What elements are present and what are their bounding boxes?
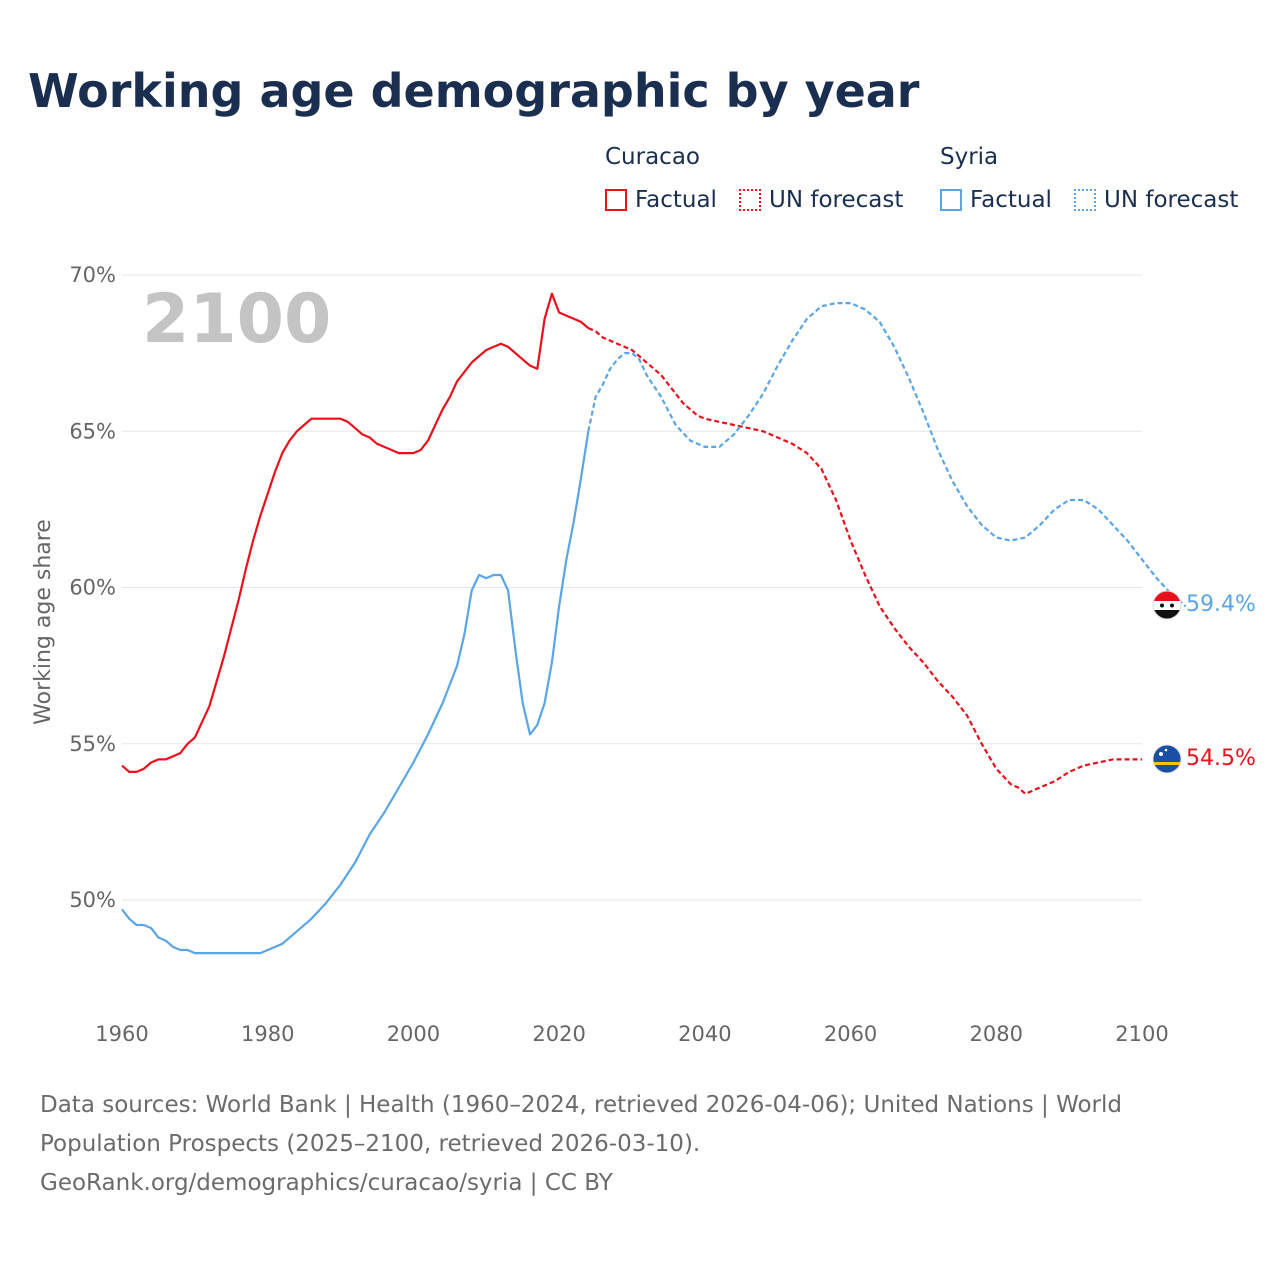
x-tick-label: 2000: [387, 1022, 440, 1046]
x-tick-label: 2040: [678, 1022, 731, 1046]
legend-group-curacao: Curacao: [605, 144, 700, 170]
legend-item-syria-forecast[interactable]: UN forecast: [1074, 186, 1238, 214]
legend-label: Factual: [970, 187, 1052, 213]
curacao-end-value: 54.5%: [1186, 746, 1256, 771]
chart-title: Working age demographic by year: [28, 64, 920, 118]
axes: 50% 55% 60% 65% 70% 1960 1980 2000 2020 2040 2060 2…: [69, 263, 1168, 1046]
legend-group-syria: Syria: [940, 144, 999, 170]
legend-swatch-dotted-icon: [1074, 189, 1096, 211]
series-line-syria-factual[interactable]: [121, 431, 590, 955]
x-tick-label: 2100: [1115, 1022, 1168, 1046]
legend-item-curacao-forecast[interactable]: UN forecast: [739, 186, 903, 214]
y-tick-label: 50%: [69, 888, 116, 912]
source-line: Population Prospects (2025–2100, retriev…: [40, 1131, 701, 1157]
legend-swatch-dotted-icon: [739, 189, 761, 211]
x-tick-label: 2080: [970, 1022, 1023, 1046]
line-chart: 50% 55% 60% 65% 70% 1960 1980 2000 2020 2040 2060 2…: [31, 263, 1256, 1046]
y-tick-label: 60%: [69, 576, 116, 600]
series-lines: [121, 292, 1187, 955]
y-tick-label: 65%: [69, 419, 116, 443]
series-line-syria-forecast[interactable]: [587, 302, 1187, 608]
legend-item-curacao-factual[interactable]: Factual: [605, 186, 717, 214]
source-line: Data sources: World Bank | Health (1960–…: [40, 1092, 1122, 1118]
y-tick-label: 70%: [69, 263, 116, 287]
legend-swatch-solid-icon: [605, 189, 627, 211]
gridlines: [122, 274, 1142, 901]
x-tick-label: 2060: [824, 1022, 877, 1046]
legend-label: UN forecast: [1104, 187, 1239, 213]
footer: Data sources: World Bank | Health (1960–…: [40, 1086, 1240, 1203]
legend-item-syria-factual[interactable]: Factual: [940, 186, 1052, 214]
legend-label: UN forecast: [769, 187, 904, 213]
attribution-link[interactable]: GeoRank.org/demographics/curacao/syria |…: [40, 1170, 613, 1196]
year-label: 2100: [142, 280, 331, 359]
y-tick-label: 55%: [69, 732, 116, 756]
legend-label: Factual: [635, 187, 717, 213]
legend-swatch-solid-icon: [940, 189, 962, 211]
series-line-curacao-factual[interactable]: [121, 292, 590, 773]
curacao-flag-icon: [1152, 744, 1182, 774]
syria-end-value: 59.4%: [1186, 592, 1256, 617]
x-tick-label: 1980: [241, 1022, 294, 1046]
x-tick-label: 1960: [95, 1022, 148, 1046]
syria-flag-icon: [1152, 590, 1182, 620]
y-axis-title: Working age share: [31, 519, 56, 725]
series-line-curacao-forecast[interactable]: [587, 327, 1142, 795]
x-tick-label: 2020: [532, 1022, 585, 1046]
